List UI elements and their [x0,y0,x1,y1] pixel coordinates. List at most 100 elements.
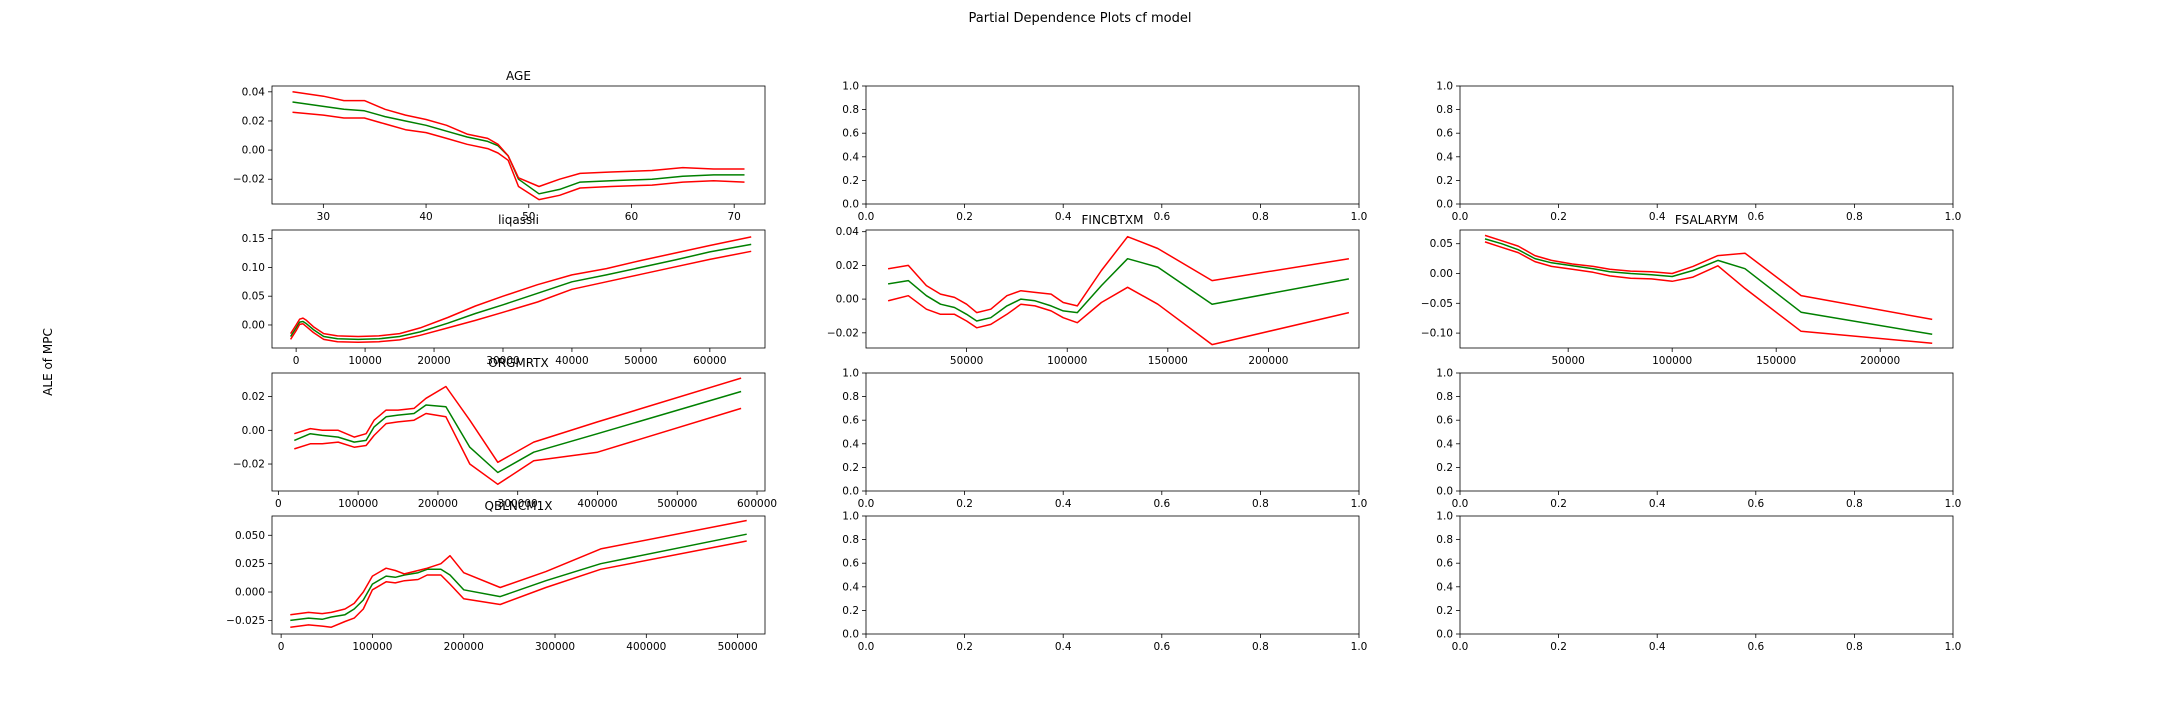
series-line-lower [289,250,752,343]
y-tick-label: 0.15 [242,233,265,245]
series-line-upper [887,235,1350,314]
axes-frame [271,229,766,349]
x-tick-label: 1.0 [1351,641,1368,653]
series-line-ale [887,257,1350,322]
x-tick-label: 0.8 [1846,641,1863,653]
x-tick-label: 40 [419,211,432,223]
series-line-upper [1484,234,1933,321]
x-tick-label: 50000 [950,355,983,367]
x-tick-label: 200000 [444,641,484,653]
x-tick-label: 0.4 [1055,211,1072,223]
x-tick-label: 20000 [417,355,450,367]
figure-title: Partial Dependence Plots cf model [968,11,1192,26]
x-tick-label: 0.8 [1846,211,1863,223]
x-tick-label: 400000 [577,498,617,510]
y-tick-label: 0.6 [1436,558,1453,570]
y-tick-label: 0.0 [842,486,859,498]
y-tick-label: 0.8 [1436,391,1453,403]
y-tick-label: 0.4 [1436,581,1453,593]
x-tick-label: 0.0 [1452,498,1469,510]
x-tick-label: 0.2 [1550,498,1567,510]
x-tick-label: 1.0 [1351,211,1368,223]
x-tick-label: 1.0 [1945,211,1962,223]
y-tick-label: 0.00 [242,319,265,331]
axes-frame [271,372,766,492]
x-tick-label: 300000 [498,498,538,510]
x-tick-label: 0.8 [1252,498,1269,510]
y-tick-label: 0.2 [1436,175,1453,187]
y-tick-label: 0.025 [235,558,265,570]
y-tick-label: −0.02 [233,459,265,471]
series-line-lower [887,286,1350,346]
y-tick-label: 0.8 [842,391,859,403]
y-tick-label: 0.8 [1436,104,1453,116]
y-tick-label: 0.4 [842,151,859,163]
subplot-title: AGE [506,69,531,83]
x-tick-label: 0.6 [1153,211,1170,223]
x-tick-label: 60 [625,211,638,223]
series-line-ale [292,101,745,195]
axes-frame [271,515,766,635]
series-line-ale [294,390,742,474]
x-tick-label: 0.6 [1747,211,1764,223]
subplot-7: 0 100000 200000 300000 400000 500000 600000 −0.… [233,356,777,510]
axes-frame [1459,85,1954,205]
x-tick-label: 0.4 [1649,211,1666,223]
x-tick-label: 0.0 [1452,641,1469,653]
x-tick-label: 0.6 [1747,641,1764,653]
y-tick-label: 0.2 [842,175,859,187]
x-tick-label: 0.2 [1550,641,1567,653]
y-tick-label: 0.0 [842,629,859,641]
x-tick-label: 500000 [657,498,697,510]
x-tick-label: 0.6 [1153,641,1170,653]
x-tick-label: 0.2 [956,498,973,510]
y-tick-label: 0.4 [1436,438,1453,450]
axes-frame [865,229,1360,349]
y-tick-label: 0.6 [842,128,859,140]
series-line-upper [294,377,742,464]
x-tick-label: 600000 [737,498,777,510]
y-tick-label: 0.6 [842,558,859,570]
y-tick-label: 0.6 [1436,415,1453,427]
subplot-4: 0 10000 20000 30000 40000 50000 60000 0.00 0.05 0… [242,213,766,367]
y-tick-label: 0.00 [1430,268,1453,280]
subplot-3: 0.0 0.2 0.4 0.6 0.8 1.0 0.0 0.2 0.4 0.6 0.8 1.0 [1436,81,1961,224]
y-tick-label: 0.02 [242,115,265,127]
y-tick-label: −0.02 [233,174,265,186]
y-tick-label: 1.0 [1436,511,1453,523]
y-tick-label: 0.05 [242,291,265,303]
axes-frame [1459,229,1954,349]
subplot-6: 50000 100000 150000 200000 −0.10 −0.05 0.00 0.0… [1421,213,1954,367]
x-tick-label: 0.8 [1252,641,1269,653]
y-tick-label: −0.05 [1421,298,1453,310]
y-tick-label: 0.0 [1436,486,1453,498]
axes-frame [865,515,1360,635]
x-tick-label: 0 [275,498,282,510]
series-line-upper [290,519,747,616]
y-tick-label: 0.050 [235,530,265,542]
y-tick-label: 0.02 [836,260,859,272]
subplot-title: FSALARYM [1675,213,1738,227]
series-line-upper [292,91,745,188]
x-tick-label: 0.6 [1153,498,1170,510]
y-tick-label: −0.10 [1421,328,1453,340]
x-tick-label: 0.0 [858,498,875,510]
x-tick-label: 0 [278,641,285,653]
y-tick-label: 0.6 [842,415,859,427]
y-tick-label: 0.00 [242,425,265,437]
axes-frame [271,85,766,205]
x-tick-label: 100000 [338,498,378,510]
x-tick-label: 0.8 [1846,498,1863,510]
y-tick-label: 0.02 [242,391,265,403]
series-line-lower [290,540,747,628]
x-tick-label: 0.2 [1550,211,1567,223]
subplot-title: FINCBTXM [1082,213,1144,227]
x-tick-label: 0.4 [1649,641,1666,653]
x-tick-label: 70 [728,211,741,223]
y-tick-label: 0.04 [242,86,266,98]
y-tick-label: 0.04 [836,226,860,238]
series-line-ale [1484,238,1933,336]
x-tick-label: 200000 [418,498,458,510]
